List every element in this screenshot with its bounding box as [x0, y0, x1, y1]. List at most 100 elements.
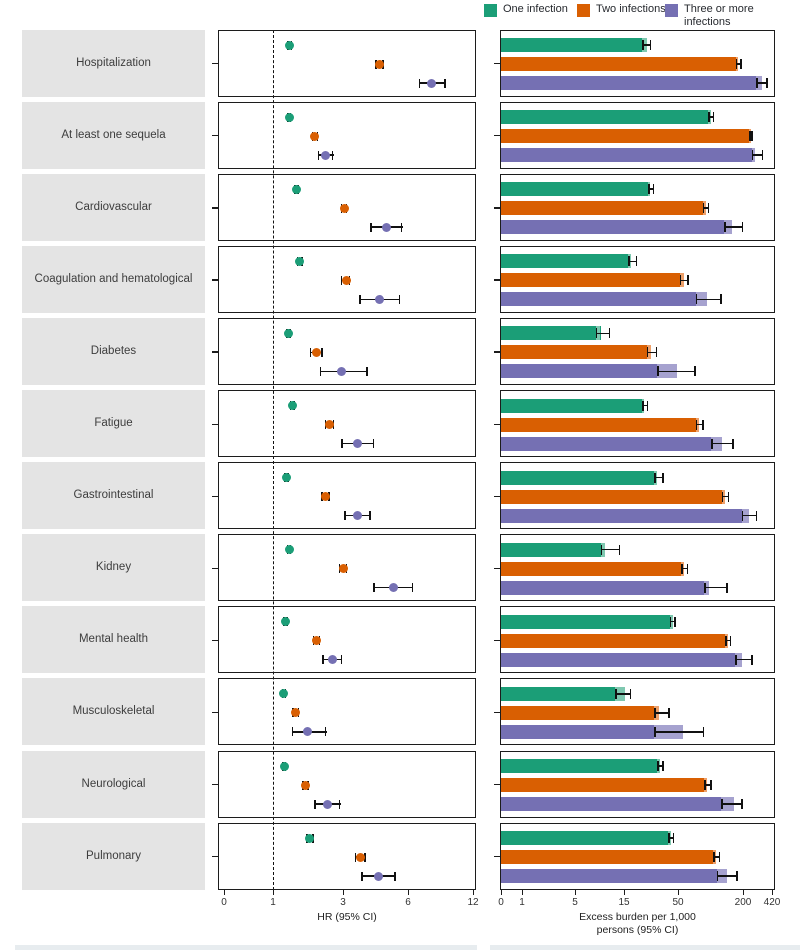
row-y-tick: [212, 856, 218, 858]
error-bar: [648, 188, 655, 190]
row-y-tick: [494, 784, 500, 786]
burden-panel-row: [500, 390, 775, 457]
error-bar-cap: [721, 491, 724, 502]
error-bar: [641, 404, 649, 407]
hr-panel-row: [218, 29, 476, 97]
burden-panel-row: [500, 317, 775, 385]
bottom-strip: [15, 945, 477, 950]
error-bar-cap: [708, 112, 710, 123]
bar: [501, 364, 678, 379]
error-bar-cap: [766, 78, 768, 88]
error-bar-cap: [718, 852, 721, 863]
row-y-tick: [494, 135, 500, 137]
error-bar: [646, 351, 658, 354]
forest-dot: [305, 833, 315, 843]
bar: [501, 273, 684, 288]
x-axis-tick-label: 0: [221, 897, 227, 908]
error-bar-cap: [711, 438, 713, 449]
bar: [501, 724, 683, 739]
x-axis-tick-label: 200: [734, 897, 752, 908]
forest-dot: [327, 655, 337, 665]
error-bar: [704, 586, 728, 589]
error-bar-cap: [291, 727, 294, 737]
forest-dot: [375, 59, 385, 69]
x-axis-tick-label: 1: [519, 897, 525, 908]
error-bar-cap: [695, 419, 698, 430]
error-bar: [695, 423, 704, 426]
error-bar-cap: [686, 563, 689, 574]
bar: [501, 797, 735, 811]
error-bar-cap: [702, 726, 705, 737]
error-bar-cap: [369, 511, 372, 521]
error-bar-cap: [628, 256, 630, 267]
error-bar-cap: [755, 510, 758, 521]
forest-dot: [291, 184, 301, 194]
bar: [501, 182, 650, 197]
error-bar: [654, 731, 705, 733]
forest-dot: [291, 708, 301, 718]
hr-panel-row: [218, 245, 476, 313]
category-label: At least one sequela: [22, 101, 205, 169]
category-label: Hospitalization: [22, 29, 205, 97]
error-bar-cap: [724, 635, 727, 646]
error-bar: [657, 370, 696, 373]
row-y-tick: [212, 495, 218, 497]
error-bar-cap: [668, 833, 670, 844]
hr-axis-title: HR (95% CI): [317, 911, 377, 923]
bar: [501, 326, 601, 341]
error-bar: [716, 875, 738, 877]
burden-panel-row: [500, 750, 775, 818]
category-label: Neurological: [22, 750, 205, 818]
bar: [501, 850, 716, 865]
forest-dot: [382, 222, 392, 232]
error-bar: [735, 63, 742, 65]
error-bar-cap: [707, 203, 710, 214]
error-bar-cap: [661, 761, 664, 771]
error-bar: [721, 495, 730, 498]
legend-label: Three or more infections: [684, 3, 754, 28]
forest-dot: [279, 761, 289, 771]
hr-panel-row: [218, 534, 476, 602]
hr-panel-row: [218, 750, 476, 818]
x-axis-tick: [772, 889, 774, 895]
error-bar-cap: [669, 616, 672, 627]
legend-swatch-three-or-more-infections: [665, 4, 678, 17]
forest-dot: [353, 439, 363, 448]
error-bar: [657, 765, 664, 767]
error-bar: [724, 226, 744, 228]
category-label: Gastrointestinal: [22, 462, 205, 530]
error-bar-cap: [694, 366, 696, 377]
error-bar-cap: [695, 294, 698, 305]
error-bar-cap: [366, 366, 368, 376]
bar: [501, 292, 708, 307]
forest-dot: [279, 689, 289, 699]
error-bar-cap: [735, 59, 738, 69]
forest-dot: [287, 401, 297, 410]
error-bar-cap: [751, 131, 753, 142]
error-bar-cap: [411, 583, 414, 593]
legend-item: Three or more infections: [665, 3, 754, 29]
hr-panel-row: [218, 462, 476, 530]
error-bar-cap: [727, 491, 730, 502]
error-bar-cap: [672, 833, 675, 844]
error-bar-cap: [364, 852, 366, 862]
legend-label: One infection: [503, 3, 568, 15]
error-bar: [755, 82, 768, 84]
error-bar-cap: [713, 852, 715, 863]
error-bar-cap: [654, 726, 656, 737]
forest-dot: [375, 294, 385, 304]
error-bar-cap: [736, 871, 738, 882]
hr-panel-row: [218, 101, 476, 169]
bar: [501, 542, 606, 557]
category-label: Kidney: [22, 534, 205, 602]
error-bar-cap: [595, 328, 598, 339]
forest-dot: [322, 799, 332, 809]
error-bar-cap: [704, 780, 706, 790]
error-bar-cap: [649, 40, 652, 50]
forest-dot: [320, 150, 330, 160]
forest-dot: [281, 617, 291, 627]
bar: [501, 614, 673, 629]
forest-dot: [285, 40, 295, 50]
bar: [501, 38, 647, 52]
bar: [501, 652, 742, 667]
